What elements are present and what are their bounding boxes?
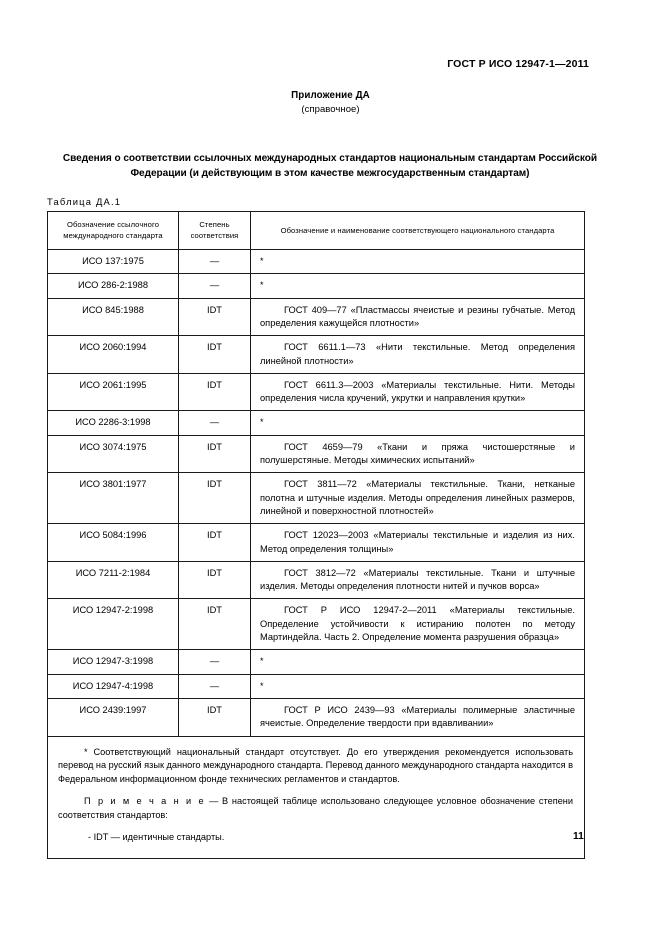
cell-reference-standard: ИСО 7211-2:1984 (47, 560, 179, 600)
cell-degree-of-correspondence: IDT (178, 335, 251, 374)
cell-reference-standard: ИСО 2060:1994 (47, 335, 179, 374)
cell-national-standard: ГОСТ Р ИСО 2439—93 «Материалы полимерные… (250, 698, 585, 737)
table-row: ИСО 3074:1975 IDT ГОСТ 4659—79 «Ткани и пр… (47, 434, 585, 474)
cell-national-standard-absent: * (250, 273, 585, 299)
table-row: ИСО 7211-2:1984 IDT ГОСТ 3812—72 «Материал… (47, 560, 585, 600)
cell-national-standard: ГОСТ Р ИСО 12947-2—2011 «Материалы текст… (250, 598, 585, 651)
cell-reference-standard: ИСО 2286-3:1998 (47, 410, 179, 436)
table-note-text: — В настоящей таблице использовано следу… (58, 796, 574, 820)
footnote-marker: * (260, 255, 264, 266)
cell-reference-standard: ИСО 12947-3:1998 (47, 649, 179, 675)
table-row: ИСО 12947-3:1998— * (47, 649, 585, 675)
cell-reference-standard: ИСО 286-2:1988 (47, 273, 179, 299)
table-row: ИСО 2286-3:1998— * (47, 410, 585, 436)
table-header-row: Обозначение ссылочного международного ст… (47, 211, 585, 250)
table-row: ИСО 845:1988 IDT ГОСТ 409—77 «Пластмассы я… (47, 297, 585, 337)
cell-national-standard: ГОСТ 6611.3—2003 «Материалы текстильные.… (250, 372, 585, 412)
cell-degree-of-correspondence: — (178, 673, 251, 700)
footnote-marker: * (260, 280, 264, 291)
cell-degree-of-correspondence: — (178, 273, 251, 299)
cell-reference-standard: ИСО 137:1975 (47, 248, 179, 275)
cell-degree-of-correspondence: — (178, 248, 251, 275)
table-footer: * Соответствующий национальный стандарт … (47, 735, 585, 859)
column-header-degree: Степень соответствия (178, 211, 251, 250)
cell-reference-standard: ИСО 3801:1977 (47, 472, 179, 525)
annex-heading-block: Приложение ДА (справочное) (0, 89, 661, 116)
cell-national-standard: ГОСТ 3811—72 «Материалы текстильные. Тка… (250, 472, 585, 525)
cell-degree-of-correspondence: IDT (178, 472, 251, 525)
cell-degree-of-correspondence: IDT (178, 523, 251, 562)
footnote-marker: * (260, 680, 264, 691)
cell-reference-standard: ИСО 2061:1995 (47, 372, 179, 412)
table-caption: Таблица ДА.1 (47, 196, 122, 207)
table-note: П р и м е ч а н и е — В настоящей таблиц… (58, 795, 573, 822)
table-row: ИСО 2061:1995 IDT ГОСТ 6611.3—2003 «Матери… (47, 372, 585, 412)
cell-degree-of-correspondence: IDT (178, 598, 251, 651)
cell-national-standard: ГОСТ 4659—79 «Ткани и пряжа чистошерстян… (250, 434, 585, 474)
page-number: 11 (573, 831, 584, 842)
cell-reference-standard: ИСО 845:1988 (47, 297, 179, 337)
page-title: Сведения о соответствии ссылочных междун… (47, 151, 613, 182)
footnote-marker: * (260, 417, 264, 428)
cell-degree-of-correspondence: IDT (178, 698, 251, 737)
cell-reference-standard: ИСО 2439:1997 (47, 698, 179, 737)
table-row: ИСО 12947-2:1998 IDT ГОСТ Р ИСО 12947-2—20… (47, 598, 585, 651)
cell-reference-standard: ИСО 3074:1975 (47, 434, 179, 474)
table-row: ИСО 2439:1997 IDT ГОСТ Р ИСО 2439—93 «Мате… (47, 698, 585, 737)
cell-national-standard: ГОСТ 3812—72 «Материалы текстильные. Тка… (250, 560, 585, 600)
cell-national-standard-absent: * (250, 248, 585, 275)
table-note-label: П р и м е ч а н и е (84, 796, 206, 807)
cell-degree-of-correspondence: IDT (178, 372, 251, 412)
page-title-line-2: Российской Федерации (и действующим в эт… (130, 153, 598, 180)
cell-reference-standard: ИСО 12947-4:1998 (47, 673, 179, 700)
table-row: ИСО 286-2:1988— * (47, 273, 585, 299)
correspondence-table: Обозначение ссылочного международного ст… (47, 211, 585, 859)
cell-national-standard-absent: * (250, 410, 585, 436)
annex-title: Приложение ДА (291, 90, 370, 101)
cell-degree-of-correspondence: — (178, 649, 251, 675)
column-header-national: Обозначение и наименование соответствующ… (250, 211, 585, 250)
cell-reference-standard: ИСО 5084:1996 (47, 523, 179, 562)
table-row: ИСО 3801:1977 IDT ГОСТ 3811—72 «Материалы … (47, 472, 585, 525)
annex-subtitle: (справочное) (301, 103, 360, 115)
cell-national-standard-absent: * (250, 649, 585, 675)
cell-reference-standard: ИСО 12947-2:1998 (47, 598, 179, 651)
table-header: Обозначение ссылочного международного ст… (47, 211, 585, 250)
cell-degree-of-correspondence: IDT (178, 434, 251, 474)
cell-degree-of-correspondence: IDT (178, 560, 251, 600)
cell-degree-of-correspondence: — (178, 410, 251, 436)
cell-national-standard: ГОСТ 12023—2003 «Материалы текстильные и… (250, 523, 585, 562)
cell-national-standard: ГОСТ 409—77 «Пластмассы ячеистые и резин… (250, 297, 585, 337)
table-note-item: - IDT — идентичные стандарты. (88, 832, 225, 843)
document-header-standard-number: ГОСТ Р ИСО 12947-1—2011 (447, 58, 589, 70)
table-row: ИСО 2060:1994 IDT ГОСТ 6611.1—73 «Нити тек… (47, 335, 585, 374)
table-row: ИСО 137:1975— * (47, 248, 585, 275)
cell-national-standard-absent: * (250, 673, 585, 700)
table-footnote: * Соответствующий национальный стандарт … (58, 746, 573, 784)
table-notes-row: * Соответствующий национальный стандарт … (47, 735, 585, 859)
footnote-marker: * (260, 656, 264, 667)
table-row: ИСО 5084:1996 IDT ГОСТ 12023—2003 «Материа… (47, 523, 585, 562)
cell-degree-of-correspondence: IDT (178, 297, 251, 337)
page-title-line-1: Сведения о соответствии ссылочных междун… (62, 153, 536, 164)
table-body: ИСО 137:1975— * ИСО 286-2:1988— * ИСО 845:19… (47, 248, 585, 737)
cell-national-standard: ГОСТ 6611.1—73 «Нити текстильные. Метод … (250, 335, 585, 374)
table-notes-cell: * Соответствующий национальный стандарт … (47, 735, 585, 859)
column-header-reference: Обозначение ссылочного международного ст… (47, 211, 179, 250)
table-row: ИСО 12947-4:1998— * (47, 673, 585, 700)
